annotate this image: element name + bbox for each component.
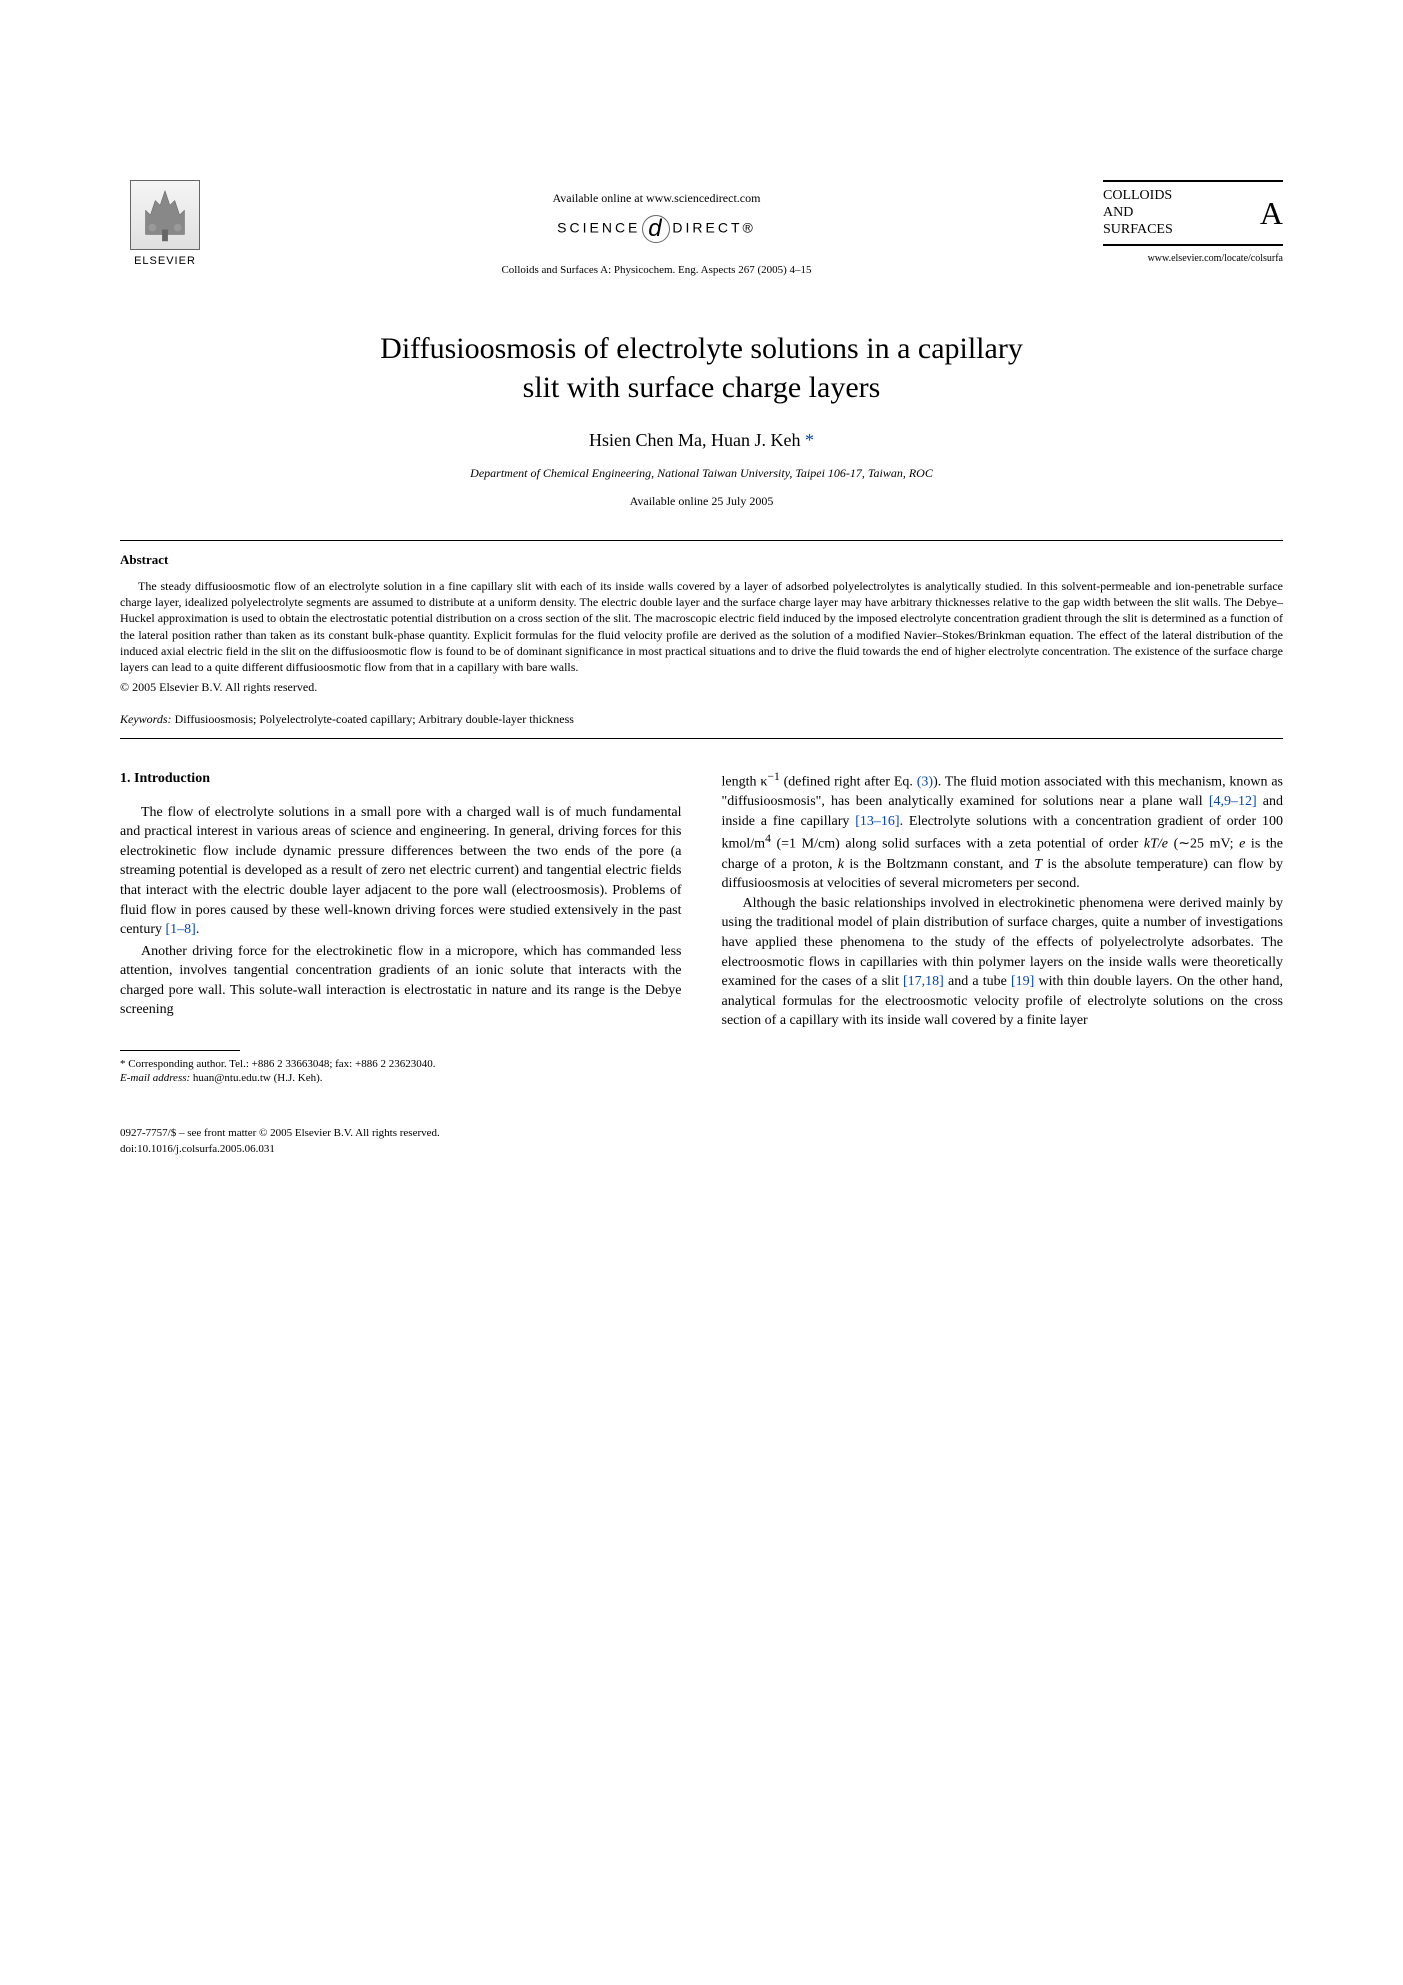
title-line2: slit with surface charge layers [523,371,881,404]
author-names: Hsien Chen Ma, Huan J. Keh [589,430,800,450]
c2p1h: (∼25 mV; [1168,837,1239,852]
sciencedirect-logo: SCIENCEdDIRECT® [210,215,1103,243]
ref-4-9-12[interactable]: [4,9–12] [1209,794,1257,809]
corresponding-marker[interactable]: * [805,430,814,450]
c2p1g: kT/e [1144,837,1168,852]
email-line: E-mail address: huan@ntu.edu.tw (H.J. Ke… [120,1071,682,1085]
col2-para-2: Although the basic relationships involve… [722,894,1284,1031]
ref-19[interactable]: [19] [1011,974,1034,989]
c2p1l: is the Boltzmann constant, and [844,857,1034,872]
p2a: Another driving force for the electrokin… [120,944,682,1018]
section-1-heading: 1. Introduction [120,769,682,789]
available-date: Available online 25 July 2005 [120,493,1283,510]
c2p1sup: −1 [767,770,779,783]
intro-para-1: The flow of electrolyte solutions in a s… [120,803,682,940]
title-line1: Diffusioosmosis of electrolyte solutions… [380,332,1023,365]
keywords-text: Diffusioosmosis; Polyelectrolyte-coated … [172,712,574,726]
publisher-logo: ELSEVIER [120,180,210,270]
corresponding-footnote: * Corresponding author. Tel.: +886 2 336… [120,1057,682,1086]
page-footer: 0927-7757/$ – see front matter © 2005 El… [120,1126,1283,1158]
right-column: length κ−1 (defined right after Eq. (3))… [722,769,1284,1086]
intro-para-2: Another driving force for the electrokin… [120,942,682,1020]
c2p2b: and a tube [944,974,1011,989]
abstract-section: Abstract The steady diffusioosmotic flow… [120,551,1283,728]
publisher-name: ELSEVIER [120,254,210,270]
journal-series-letter: A [1250,190,1283,236]
body-columns: 1. Introduction The flow of electrolyte … [120,769,1283,1086]
available-online-text: Available online at www.sciencedirect.co… [210,190,1103,207]
eq-3-ref[interactable]: (3) [917,775,933,790]
p1a: The flow of electrolyte solutions in a s… [120,805,682,938]
footer-doi: doi:10.1016/j.colsurfa.2005.06.031 [120,1142,1283,1158]
c2p1a: length κ [722,775,768,790]
sd-d-icon: d [642,215,670,243]
page-header: ELSEVIER Available online at www.science… [120,180,1283,279]
journal-reference: Colloids and Surfaces A: Physicochem. En… [210,263,1103,279]
p1b: . [196,922,200,937]
article-title: Diffusioosmosis of electrolyte solutions… [120,329,1283,407]
keywords: Keywords: Diffusioosmosis; Polyelectroly… [120,711,1283,728]
rule-bottom [120,738,1283,739]
c2p1m: T [1034,857,1042,872]
ref-13-16[interactable]: [13–16] [855,814,899,829]
authors: Hsien Chen Ma, Huan J. Keh * [120,427,1283,453]
c2p1b: (defined right after Eq. [780,775,917,790]
center-header: Available online at www.sciencedirect.co… [210,180,1103,279]
c2p1f: (=1 M/cm) along solid surfaces with a ze… [771,837,1144,852]
sd-pre: SCIENCE [557,220,640,236]
jn-l3: SURFACES [1103,222,1173,239]
elsevier-tree-icon [130,180,200,250]
corr-author-line: * Corresponding author. Tel.: +886 2 336… [120,1057,682,1071]
jn-l1: COLLOIDS [1103,188,1173,205]
footnote-separator [120,1050,240,1051]
left-column: 1. Introduction The flow of electrolyte … [120,769,682,1086]
email-address[interactable]: huan@ntu.edu.tw (H.J. Keh). [190,1072,322,1084]
ref-17-18[interactable]: [17,18] [903,974,944,989]
journal-logo-block: COLLOIDS AND SURFACES A www.elsevier.com… [1103,180,1283,267]
jn-l2: AND [1103,205,1173,222]
ref-1-8[interactable]: [1–8] [165,922,195,937]
footer-line1: 0927-7757/$ – see front matter © 2005 El… [120,1126,1283,1142]
journal-url: www.elsevier.com/locate/colsurfa [1103,252,1283,267]
affiliation: Department of Chemical Engineering, Nati… [120,465,1283,482]
rule-top [120,540,1283,541]
email-label: E-mail address: [120,1072,190,1084]
sd-post: DIRECT® [672,220,755,236]
abstract-copyright: © 2005 Elsevier B.V. All rights reserved… [120,679,1283,696]
journal-title-box: COLLOIDS AND SURFACES A [1103,180,1283,246]
col2-para-1: length κ−1 (defined right after Eq. (3))… [722,769,1284,894]
journal-name: COLLOIDS AND SURFACES [1103,188,1173,238]
abstract-text: The steady diffusioosmotic flow of an el… [120,578,1283,675]
abstract-heading: Abstract [120,551,1283,570]
title-section: Diffusioosmosis of electrolyte solutions… [120,329,1283,510]
keywords-label: Keywords: [120,712,172,726]
